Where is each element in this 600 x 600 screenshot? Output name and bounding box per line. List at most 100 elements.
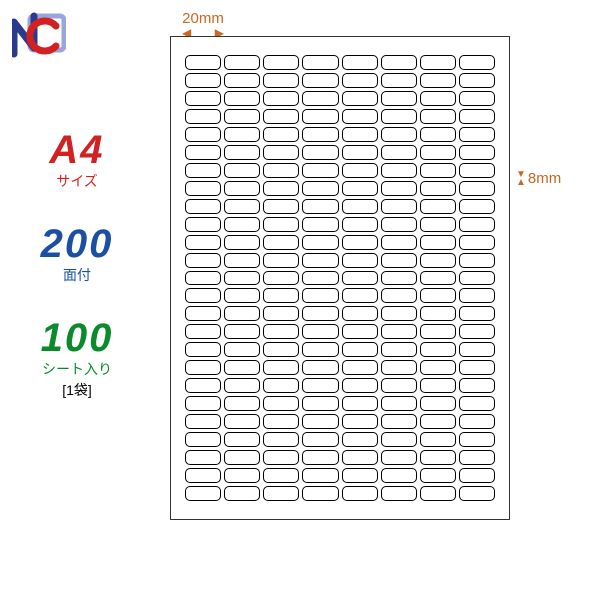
label-cell [185,163,221,178]
label-cell [381,73,417,88]
label-cell [302,486,338,501]
label-cell [185,342,221,357]
label-cell [420,91,456,106]
label-cell [224,306,260,321]
label-cell [381,324,417,339]
label-cell [302,324,338,339]
height-dimension: ▼▲ 8mm [516,170,561,187]
label-cell [342,109,378,124]
label-cell [381,55,417,70]
label-cell [224,217,260,232]
label-cell [302,91,338,106]
label-cell [459,324,495,339]
label-cell [302,432,338,447]
label-cell [302,396,338,411]
spec-sheets-label: シート入り [12,362,142,376]
label-cell [224,271,260,286]
label-cell [459,127,495,142]
label-cell [342,396,378,411]
label-cell [263,360,299,375]
label-cell [420,414,456,429]
label-cell [224,378,260,393]
label-cell [381,127,417,142]
label-cell [420,288,456,303]
label-cell [263,468,299,483]
label-cell [302,55,338,70]
label-cell [263,217,299,232]
label-cell [420,342,456,357]
label-cell [185,324,221,339]
height-arrows: ▼▲ [516,171,526,187]
label-cell [459,414,495,429]
label-cell [420,378,456,393]
label-cell [302,378,338,393]
height-dimension-label: 8mm [528,170,561,187]
label-cell [342,306,378,321]
label-cell [342,163,378,178]
label-cell [224,91,260,106]
label-cell [263,486,299,501]
label-cell [302,163,338,178]
label-cell [342,55,378,70]
label-cell [185,468,221,483]
label-cell [263,145,299,160]
label-cell [263,127,299,142]
label-cell [185,288,221,303]
label-cell [342,253,378,268]
label-cell [342,342,378,357]
label-cell [185,396,221,411]
label-cell [224,342,260,357]
label-cell [185,55,221,70]
label-cell [185,181,221,196]
label-cell [224,288,260,303]
label-cell [420,199,456,214]
label-cell [224,486,260,501]
spec-sheets-value: 100 [12,318,142,358]
label-cell [185,199,221,214]
label-cell [263,271,299,286]
label-cell [381,199,417,214]
label-cell [381,217,417,232]
label-cell [185,306,221,321]
label-cell [420,145,456,160]
label-cell [459,91,495,106]
label-cell [302,109,338,124]
label-cell [185,360,221,375]
label-cell [224,181,260,196]
label-cell [302,235,338,250]
label-cell [459,253,495,268]
width-dimension-label: 20mm [182,10,224,27]
label-cell [459,55,495,70]
label-cell [459,450,495,465]
spec-faces-label: 面付 [12,268,142,282]
label-cell [420,432,456,447]
label-cell [185,73,221,88]
label-cell [263,306,299,321]
label-cell [302,450,338,465]
label-cell [459,360,495,375]
label-cell [185,109,221,124]
label-grid [185,55,495,501]
label-cell [420,360,456,375]
label-cell [459,378,495,393]
label-cell [381,414,417,429]
label-cell [342,486,378,501]
label-cell [420,468,456,483]
label-cell [381,378,417,393]
label-cell [420,109,456,124]
label-cell [185,414,221,429]
label-cell [263,378,299,393]
label-cell [381,432,417,447]
label-cell [459,73,495,88]
spec-size: A4 サイズ [12,130,142,188]
label-cell [224,127,260,142]
label-cell [459,163,495,178]
label-cell [420,73,456,88]
label-cell [381,271,417,286]
label-cell [381,163,417,178]
label-cell [302,73,338,88]
label-cell [302,181,338,196]
label-cell [420,306,456,321]
spec-sidebar: A4 サイズ 200 面付 100 シート入り [1袋] [12,130,142,436]
label-cell [420,127,456,142]
